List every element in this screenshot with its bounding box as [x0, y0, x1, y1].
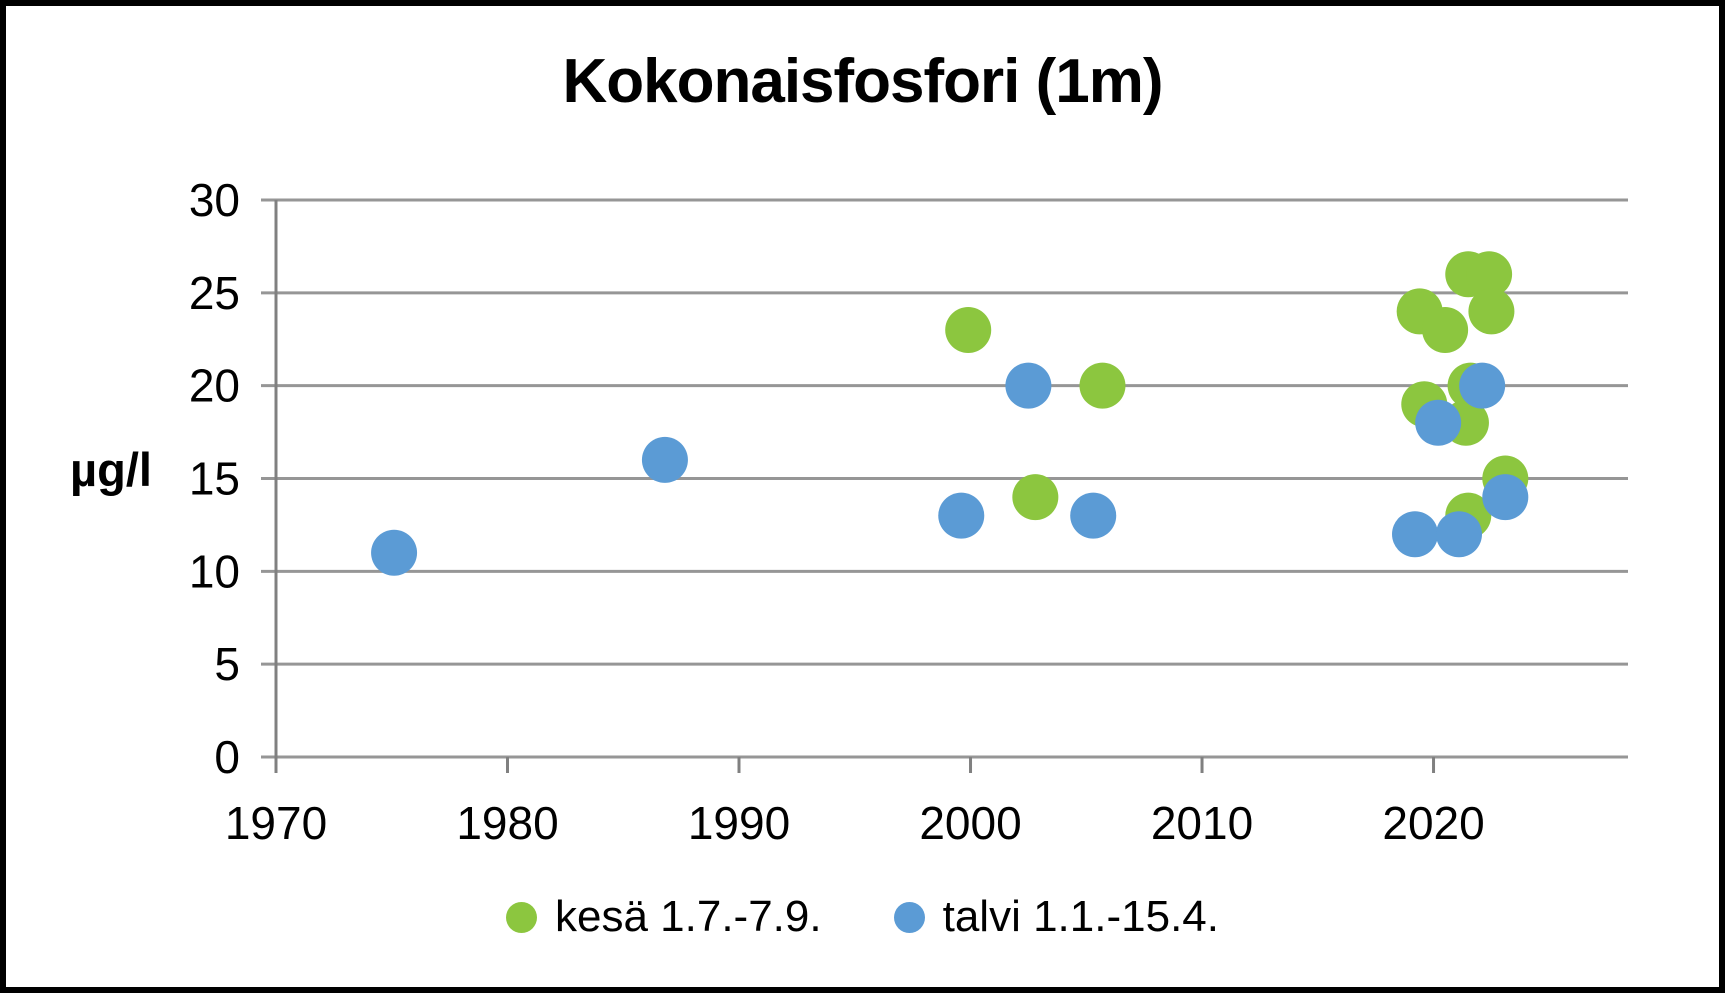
data-point-talvi-1986.8-16: [641, 436, 688, 483]
talvi-series-marker-icon: [893, 901, 925, 933]
data-point-talvi-2005.3-13: [1070, 492, 1117, 539]
x-tick-label-1970: 1970: [225, 797, 327, 849]
y-axis-unit-label: µg/l: [70, 443, 152, 496]
data-point-talvi-2019.2-12: [1392, 511, 1439, 558]
y-tick-label-25: 25: [189, 267, 240, 319]
kesa-series-marker-icon: [506, 901, 537, 933]
data-point-talvi-2020.2-18: [1415, 399, 1462, 446]
x-tick-label-1980: 1980: [456, 797, 558, 849]
data-point-kesa-2005.7-20: [1079, 362, 1126, 409]
data-point-talvi-2021.1-12: [1436, 511, 1482, 558]
x-tick-label-2010: 2010: [1151, 797, 1253, 849]
legend-label-talvi: talvi 1.1.-15.4.: [942, 892, 1219, 941]
data-point-kesa-2022.5-24: [1468, 288, 1515, 335]
y-tick-label-10: 10: [189, 545, 240, 597]
data-point-talvi-2022.1-20: [1459, 362, 1506, 409]
x-tick-label-2000: 2000: [919, 797, 1021, 849]
data-point-kesa-1999.9-23: [945, 306, 992, 353]
chart-title: Kokonaisfosfori (1m): [562, 47, 1163, 116]
data-point-talvi-1999.6-13: [938, 492, 985, 539]
data-point-kesa-2002.8-14: [1012, 474, 1059, 521]
y-tick-label-0: 0: [214, 731, 240, 783]
y-tick-label-5: 5: [214, 638, 240, 690]
legend-item-kesa: kesä 1.7.-7.9.: [506, 892, 822, 942]
scatter-plot: 0 5 10 15 20 25 30 1970 1980 1990 2000 2010 2020: [189, 174, 1628, 849]
y-tick-label-20: 20: [189, 360, 240, 412]
y-tick-label-15: 15: [189, 453, 240, 505]
x-tick-label-1990: 1990: [688, 797, 790, 849]
x-tick-label-2020: 2020: [1382, 797, 1484, 849]
legend-item-talvi: talvi 1.1.-15.4.: [893, 892, 1219, 942]
data-point-talvi-2002.5-20: [1005, 362, 1052, 409]
chart-legend: kesä 1.7.-7.9. talvi 1.1.-15.4.: [6, 892, 1719, 942]
data-point-kesa-2022.4-26: [1466, 251, 1513, 298]
data-point-kesa-2020.5-23: [1422, 306, 1469, 353]
legend-label-kesa: kesä 1.7.-7.9.: [555, 892, 822, 941]
y-tick-label-30: 30: [189, 174, 240, 226]
data-point-talvi-2023.1-14: [1482, 474, 1529, 521]
data-point-talvi-1975.1-11: [371, 529, 418, 576]
